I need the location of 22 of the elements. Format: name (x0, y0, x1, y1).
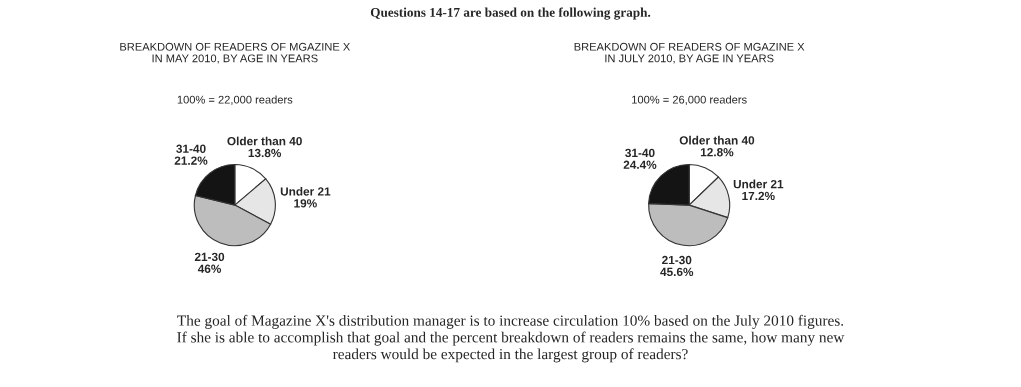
slice-label: 31-40 (625, 148, 655, 158)
chart-subtitle: 100% = 22,000 readers (177, 95, 293, 105)
chart-subtitle: 100% = 26,000 readers (632, 95, 747, 105)
slice-label: Under 21 (733, 179, 784, 189)
data-label: 46% (197, 264, 222, 273)
data-label: 12.8% (700, 148, 734, 157)
data-label: 17.2% (742, 191, 775, 201)
data-label: 21.2% (174, 156, 208, 165)
slice-label: Older than 40 (679, 135, 755, 145)
chart-title: BREAKDOWN OF READERS OF MGAZINE X IN MAY 2010, BY AGE IN YEARS (120, 42, 351, 64)
data-label: 19% (294, 199, 317, 208)
slice-label: Under 21 (280, 186, 331, 196)
chart-title: BREAKDOWN OF READERS OF MGAZINE X IN JULY 2010, BY AGE IN YEARS (574, 42, 805, 64)
text: The goal of Magazine X's distribution manager is to increase circulation 10% based on the July 2010 figures. If she is able to accomplish that goal and the percent breakdown of readers remains the same, how many new readers would be expected in the largest group of readers? (177, 314, 845, 363)
slice-label: 21-30 (662, 255, 692, 265)
slice-label: 31-40 (176, 144, 206, 153)
slice-label: Older than 40 (227, 136, 302, 146)
data-label: 24.4% (623, 160, 657, 169)
data-label: 13.8% (248, 148, 282, 158)
text: Questions 14-17 are based on the following graph. (370, 7, 651, 20)
slice-label: 21-30 (194, 252, 225, 262)
data-label: 45.6% (660, 267, 694, 277)
